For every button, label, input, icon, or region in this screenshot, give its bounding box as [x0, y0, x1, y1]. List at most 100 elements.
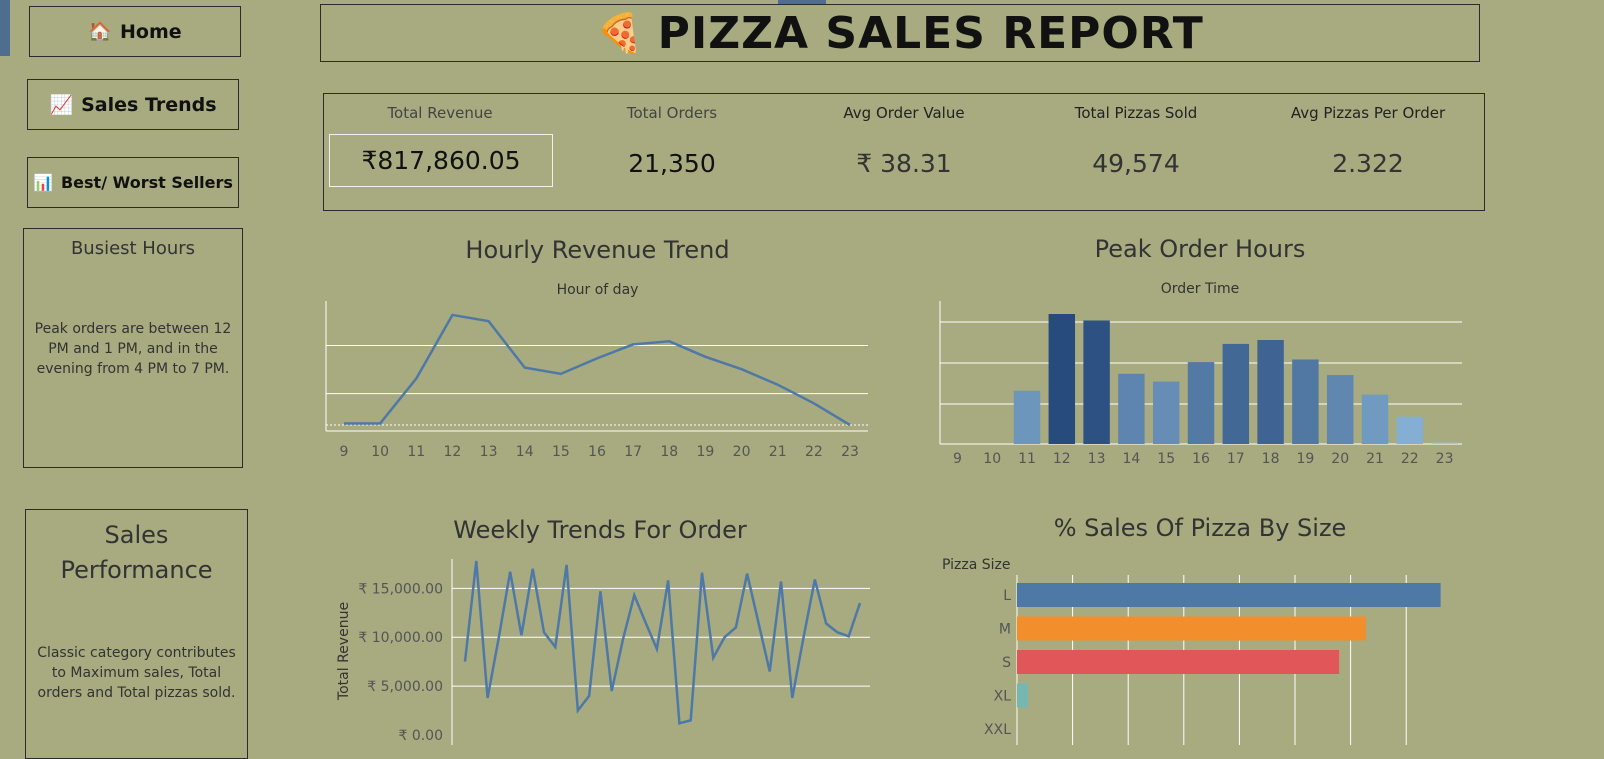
busiest-hours-panel: Busiest Hours Peak orders are between 12…: [23, 228, 243, 468]
sales-trends-button-label: Sales Trends: [81, 93, 217, 116]
peak-order-hours-chart: 9 10 11 12 13 14 15 16 17 18 19 20 21 22 23: [939, 301, 1462, 466]
x-tick-label: 12: [1053, 451, 1071, 466]
kpi-total-pizzas-sold: Total Pizzas Sold 49,574: [1020, 94, 1252, 212]
kpi-value: 21,350: [628, 149, 716, 178]
size-bar: [1017, 650, 1340, 674]
hourly-revenue-chart: 9 10 11 12 13 14 15 16 17 18 19 20 21 22 23: [325, 301, 868, 460]
sales-trends-button[interactable]: 📈 Sales Trends: [27, 79, 239, 130]
x-tick-label: 16: [1192, 451, 1210, 466]
x-tick-label: 11: [407, 444, 425, 460]
sales-performance-title: Sales Performance: [60, 521, 213, 584]
x-tick-label: 14: [1122, 451, 1140, 466]
x-tick-label: 12: [444, 444, 462, 460]
y-tick-label: XL: [994, 689, 1012, 705]
weekly-trends-chart: ₹ 0.00 ₹ 5,000.00 ₹ 10,000.00 ₹ 15,000.00 To…: [336, 559, 870, 745]
hour-bar: [1152, 381, 1180, 444]
y-tick-label: ₹ 10,000.00: [358, 630, 443, 646]
home-button[interactable]: 🏠 Home: [29, 6, 241, 57]
best-worst-sellers-button-label: Best/ Worst Sellers: [60, 173, 233, 192]
hour-bar: [1048, 314, 1076, 444]
sales-performance-text: Classic category contributes to Maximum …: [37, 645, 236, 701]
x-tick-label: 17: [624, 444, 642, 460]
hour-bar: [1187, 362, 1215, 444]
x-tick-label: 15: [1157, 451, 1175, 466]
x-tick-label: 17: [1227, 451, 1245, 466]
x-tick-label: 23: [1436, 451, 1454, 466]
x-tick-label: 9: [340, 444, 349, 460]
x-tick-label: 10: [983, 451, 1001, 466]
x-tick-label: 18: [1262, 451, 1280, 466]
peak-order-hours-subtitle: Order Time: [1160, 281, 1240, 297]
size-bar: [1017, 616, 1366, 641]
kpi-label: Total Revenue: [387, 104, 493, 122]
home-button-label: Home: [120, 20, 182, 43]
x-tick-label: 20: [733, 444, 751, 460]
home-icon: 🏠: [88, 21, 113, 43]
bar-chart-icon: 📊: [33, 173, 53, 192]
x-tick-label: 13: [1088, 451, 1106, 466]
busiest-hours-text: Peak orders are between 12 PM and 1 PM, …: [34, 321, 232, 377]
size-sales-title: % Sales Of Pizza By Size: [1053, 514, 1347, 542]
y-tick-label: L: [1003, 588, 1011, 604]
size-bar: [1017, 583, 1441, 607]
x-tick-label: 16: [588, 444, 606, 460]
pizza-icon: 🍕: [596, 10, 644, 55]
size-sales-chart: L M S XL XXL: [984, 575, 1441, 745]
kpi-total-orders: Total Orders 21,350: [556, 94, 788, 212]
x-tick-label: 21: [769, 444, 787, 460]
x-tick-label: 19: [697, 444, 715, 460]
top-tab-marker: [778, 0, 826, 4]
weekly-trends-title: Weekly Trends For Order: [453, 516, 747, 544]
best-worst-sellers-button[interactable]: 📊 Best/ Worst Sellers: [27, 157, 239, 208]
x-tick-label: 11: [1018, 451, 1036, 466]
hour-bar: [1361, 394, 1389, 444]
hour-bar: [1431, 442, 1458, 444]
x-tick-label: 13: [480, 444, 498, 460]
x-tick-label: 18: [660, 444, 678, 460]
x-tick-label: 22: [1401, 451, 1419, 466]
kpi-label: Total Orders: [626, 104, 718, 122]
kpi-label: Avg Order Value: [843, 104, 965, 122]
x-tick-label: 14: [516, 444, 534, 460]
report-header: 🍕 PIZZA SALES REPORT: [320, 4, 1480, 62]
chart-trend-icon: 📈: [49, 94, 74, 116]
report-title: PIZZA SALES REPORT: [657, 7, 1204, 59]
y-tick-label: ₹ 15,000.00: [358, 581, 443, 597]
size-bar: [1017, 683, 1029, 708]
y-tick-label: M: [999, 622, 1011, 638]
y-tick-label: ₹ 5,000.00: [367, 679, 443, 695]
x-tick-label: 20: [1331, 451, 1349, 466]
x-tick-label: 15: [552, 444, 570, 460]
x-tick-label: 23: [841, 444, 859, 460]
kpi-avg-pizzas-per-order: Avg Pizzas Per Order 2.322: [1252, 94, 1484, 212]
kpi-strip: Total Revenue ₹817,860.05 Total Orders 2…: [323, 93, 1485, 211]
peak-order-hours-title: Peak Order Hours: [1094, 235, 1306, 263]
hour-bar: [1257, 340, 1284, 444]
hour-bar: [1118, 373, 1145, 444]
kpi-value: 49,574: [1092, 149, 1180, 178]
kpi-label: Avg Pizzas Per Order: [1290, 104, 1446, 122]
kpi-label: Total Pizzas Sold: [1074, 104, 1198, 122]
x-tick-label: 9: [953, 451, 962, 466]
side-tab[interactable]: [0, 0, 10, 56]
hour-bar: [1013, 390, 1041, 444]
y-tick-label: XXL: [984, 722, 1011, 738]
kpi-value: ₹ 38.31: [856, 149, 952, 178]
y-axis-title: Total Revenue: [336, 602, 352, 701]
y-tick-label: S: [1002, 655, 1011, 671]
hourly-revenue-title: Hourly Revenue Trend: [465, 236, 730, 264]
busiest-hours-title: Busiest Hours: [70, 238, 196, 259]
x-tick-label: 19: [1296, 451, 1314, 466]
hour-bar: [1396, 416, 1424, 444]
hour-bar: [1083, 320, 1110, 444]
y-tick-label: ₹ 0.00: [398, 728, 443, 744]
kpi-total-revenue: Total Revenue ₹817,860.05: [324, 94, 556, 212]
kpi-value: ₹817,860.05: [329, 134, 553, 187]
sales-performance-panel: Sales Performance Classic category contr…: [25, 509, 248, 759]
hourly-revenue-subtitle: Hour of day: [556, 282, 639, 298]
x-tick-label: 22: [805, 444, 823, 460]
kpi-value: 2.322: [1332, 149, 1404, 178]
x-tick-label: 10: [371, 444, 389, 460]
hour-bar: [1292, 359, 1319, 444]
hour-bar: [1326, 375, 1354, 444]
